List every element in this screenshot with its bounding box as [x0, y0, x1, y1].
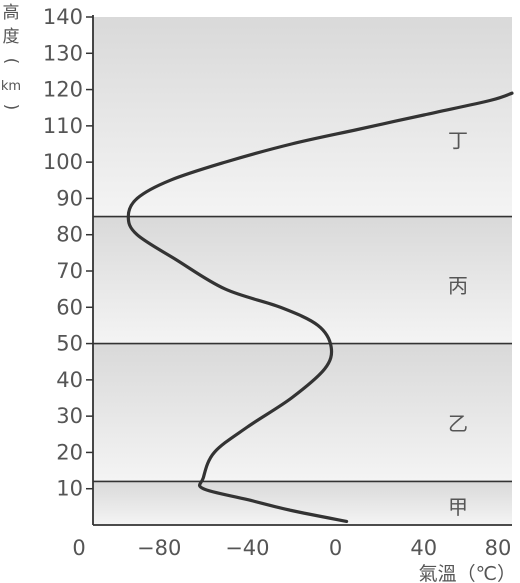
- x-tick-label: −40: [225, 536, 269, 560]
- y-tick-label: 100: [43, 150, 83, 174]
- y-tick-label: 30: [56, 404, 83, 428]
- layer-label: 丁: [448, 128, 468, 152]
- y-tick-label: 120: [43, 78, 83, 102]
- y-axis-label-char: (: [1, 58, 21, 65]
- layer-band: [93, 343, 512, 482]
- y-tick-label: 90: [56, 186, 83, 210]
- y-tick-label: 70: [56, 259, 83, 283]
- x-axis-label: 氣溫（℃）: [419, 563, 516, 583]
- layer-label: 甲: [448, 495, 468, 519]
- y-axis-label-char: 度: [3, 27, 20, 47]
- y-tick-label: 10: [56, 477, 83, 501]
- y-tick-label: 60: [56, 295, 83, 319]
- y-axis-label-char: ): [1, 104, 21, 111]
- y-tick-label: 80: [56, 223, 83, 247]
- x-tick-label: 40: [410, 536, 437, 560]
- y-tick-label: 130: [43, 41, 83, 65]
- x-tick-label: −80: [137, 536, 181, 560]
- y-tick-label: 110: [43, 114, 83, 138]
- y-tick-label: 20: [56, 440, 83, 464]
- y-tick-label: 40: [56, 368, 83, 392]
- y-axis-label-char: km: [1, 79, 21, 94]
- y-axis-label-char: 高: [3, 3, 20, 23]
- y-tick-label: 50: [56, 332, 83, 356]
- layer-label: 乙: [448, 411, 468, 435]
- y-tick-label: 140: [43, 5, 83, 29]
- layer-band: [93, 481, 512, 525]
- x-origin-label: 0: [72, 536, 85, 560]
- temperature-curve: [126, 91, 514, 523]
- x-tick-label: 80: [485, 536, 512, 560]
- layer-band: [93, 216, 512, 344]
- layer-label: 丙: [448, 274, 468, 298]
- x-tick-label: 0: [329, 536, 342, 560]
